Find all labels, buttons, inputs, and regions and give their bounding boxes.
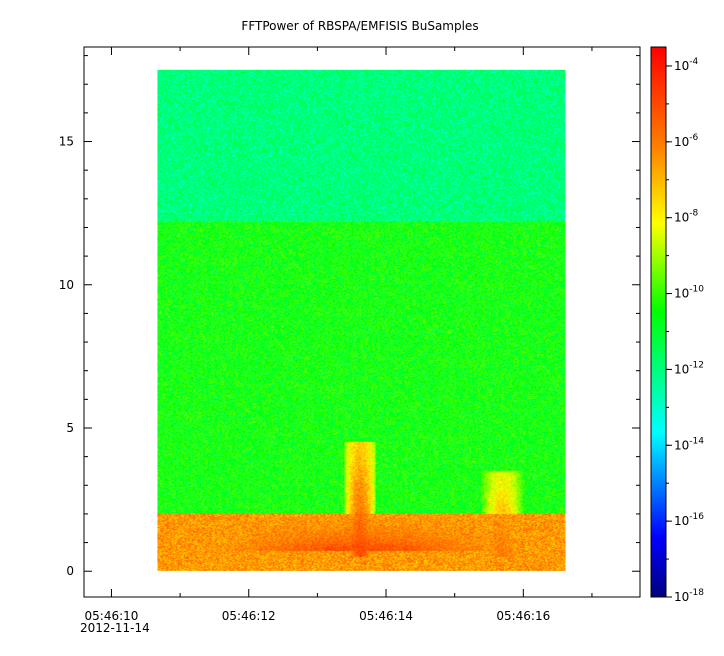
colorbar bbox=[650, 46, 667, 598]
y-axis: 0 5 10 15 bbox=[59, 55, 640, 578]
y-tick-label: 5 bbox=[66, 421, 74, 435]
colorbar-tick-label: 10-6 bbox=[674, 133, 699, 149]
x-tick-label: 05:46:14 bbox=[359, 609, 413, 623]
colorbar-tick-label: 10-12 bbox=[674, 360, 704, 376]
spectrogram-raster bbox=[157, 69, 566, 571]
x-tick-label: 05:46:16 bbox=[496, 609, 550, 623]
y-tick-label: 10 bbox=[59, 278, 74, 292]
spectrogram-image bbox=[157, 69, 566, 571]
chart-title: FFTPower of RBSPA/EMFISIS BuSamples bbox=[241, 19, 478, 33]
colorbar-tick-label: 10-18 bbox=[674, 588, 704, 604]
y-tick-label: 15 bbox=[59, 135, 74, 149]
plot-frame bbox=[83, 46, 641, 598]
colorbar-tick-label: 10-4 bbox=[674, 57, 699, 73]
x-tick-label: 05:46:12 bbox=[222, 609, 276, 623]
x-axis: 05:46:10 05:46:12 05:46:14 05:46:16 bbox=[85, 47, 593, 623]
y-tick-label: 0 bbox=[66, 564, 74, 578]
colorbar-tick-label: 10-14 bbox=[674, 436, 704, 452]
colorbar-tick-label: 10-8 bbox=[674, 209, 699, 225]
x-tick-label: 05:46:10 bbox=[85, 609, 139, 623]
colorbar-tick-label: 10-10 bbox=[674, 285, 704, 301]
colorbar-axis: 10-4 10-6 10-8 10-10 10-12 10-14 10-16 10-18 bbox=[666, 57, 704, 604]
x-date-label: 2012-11-14 bbox=[80, 621, 150, 635]
colorbar-tick-label: 10-16 bbox=[674, 512, 704, 528]
